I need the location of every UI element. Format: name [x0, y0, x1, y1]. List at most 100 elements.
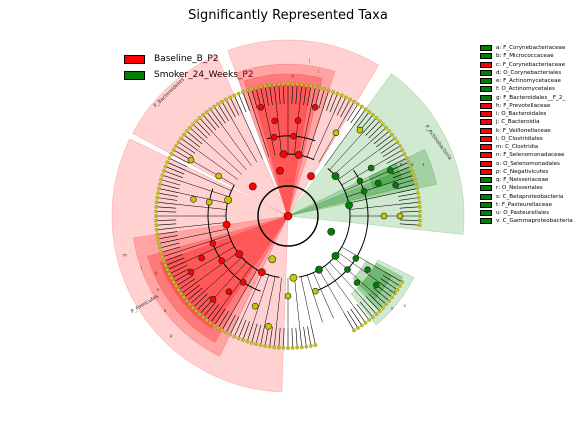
leaf-branch — [156, 219, 177, 221]
leaf-branch — [192, 293, 208, 308]
leaf-node — [154, 200, 159, 205]
clade-legend-entry: m: C_Clostridia — [480, 143, 576, 151]
leaf-branch — [167, 261, 186, 270]
clade-legend-swatch — [480, 168, 492, 175]
leaf-node — [390, 132, 394, 137]
sector-letter: f — [423, 163, 425, 168]
clade-legend-entry: n: F_Selenomonadaceae — [480, 151, 576, 159]
leaf-node — [155, 195, 160, 200]
leaf-branch — [225, 99, 236, 118]
tree-ring — [315, 169, 369, 292]
clade-legend-label: b: F_Micrococcaceae — [496, 53, 554, 60]
leaf-node — [390, 295, 394, 300]
clade-legend-label: i: O_Bacteroidales — [496, 111, 547, 117]
leaf-branch — [156, 211, 177, 213]
spoke-branch — [253, 274, 270, 323]
leaf-node — [367, 110, 372, 114]
leaf-branch — [303, 85, 307, 106]
leaf-branch — [260, 325, 266, 346]
leaf-node — [154, 227, 159, 232]
spoke-branch — [333, 257, 372, 292]
leaf-branch — [217, 310, 229, 329]
clade-legend-label: j: C_Bacteroidia — [496, 119, 540, 126]
leaf-node — [160, 254, 165, 259]
leaf-branch — [238, 319, 247, 339]
leaf-node — [194, 119, 199, 123]
legend-label-baseline: Baseline_B_P2 — [154, 54, 219, 64]
leaf-node — [410, 169, 414, 173]
leaf-node — [359, 323, 364, 328]
clade-sector — [287, 73, 465, 235]
leaf-branch — [373, 130, 390, 145]
leaf-branch — [199, 117, 214, 133]
leaf-node — [232, 93, 237, 98]
leaf-branch — [242, 321, 250, 341]
leaf-node — [241, 338, 245, 342]
spoke-branch — [181, 234, 230, 251]
cladogram-branches — [156, 84, 420, 348]
leaf-branch — [391, 166, 411, 175]
spoke-branch — [242, 113, 264, 160]
leaf-branch — [189, 290, 205, 305]
leaf-node — [295, 82, 300, 87]
leaf-node — [201, 113, 206, 117]
leaf-branch — [318, 89, 325, 109]
leaf-node — [395, 140, 400, 145]
spoke-branch — [264, 106, 276, 156]
leaf-node — [165, 160, 170, 165]
leaf-node — [197, 116, 202, 120]
clade-legend-swatch — [480, 144, 492, 151]
leaf-branch — [157, 235, 178, 240]
clade-legend-swatch — [480, 69, 492, 76]
leaf-node — [290, 346, 295, 350]
leaf-node — [258, 85, 263, 89]
sector-letter: u — [391, 306, 394, 311]
leaf-branch — [264, 85, 269, 106]
leaf-node — [387, 298, 391, 303]
leaf-branch — [314, 87, 321, 108]
leaf-branch — [329, 93, 338, 113]
clade-node — [315, 265, 323, 274]
leaf-branch — [165, 257, 185, 266]
leaf-branch — [399, 211, 420, 213]
leaf-node — [339, 93, 344, 98]
sector-letter: i — [318, 69, 319, 74]
leaf-branch — [386, 153, 405, 164]
leaf-node — [174, 284, 178, 288]
clade-node — [367, 164, 375, 172]
spoke-branch — [190, 159, 235, 186]
clade-node — [187, 268, 195, 276]
clade-sector — [350, 259, 415, 326]
clade-node — [187, 156, 195, 164]
clade-node — [283, 211, 293, 221]
leaf-branch — [384, 271, 403, 283]
clade-legend-entry: u: O_Pasteurellales — [480, 209, 576, 217]
leaf-node — [359, 104, 364, 109]
group-legend: Baseline_B_P2 Smoker_24_Weeks_P2 — [124, 51, 254, 83]
leaf-branch — [242, 91, 250, 111]
leaf-node — [208, 320, 213, 325]
sector-letter: t — [394, 290, 396, 295]
clade-node — [332, 129, 340, 137]
spoke-branch — [197, 252, 238, 283]
leaf-node — [254, 86, 258, 90]
leaf-branch — [156, 201, 177, 205]
leaf-node — [267, 83, 272, 88]
leaf-node — [318, 86, 322, 90]
clade-node — [345, 201, 353, 210]
leaf-branch — [171, 153, 190, 164]
clade-node — [380, 212, 388, 220]
leaf-node — [263, 84, 267, 88]
leaf-node — [384, 302, 388, 307]
leaf-node — [212, 104, 217, 109]
clade-node — [392, 181, 399, 189]
leaf-branch — [373, 287, 390, 302]
clade-legend-entry: h: F_Prevotellaceae — [480, 102, 576, 110]
leaf-branch — [165, 166, 185, 175]
leaf-node — [286, 346, 290, 350]
leaf-node — [417, 204, 422, 209]
leaf-branch — [173, 271, 192, 283]
clade-legend-swatch — [480, 45, 492, 52]
leaf-branch — [159, 242, 180, 249]
leaf-branch — [397, 188, 418, 194]
